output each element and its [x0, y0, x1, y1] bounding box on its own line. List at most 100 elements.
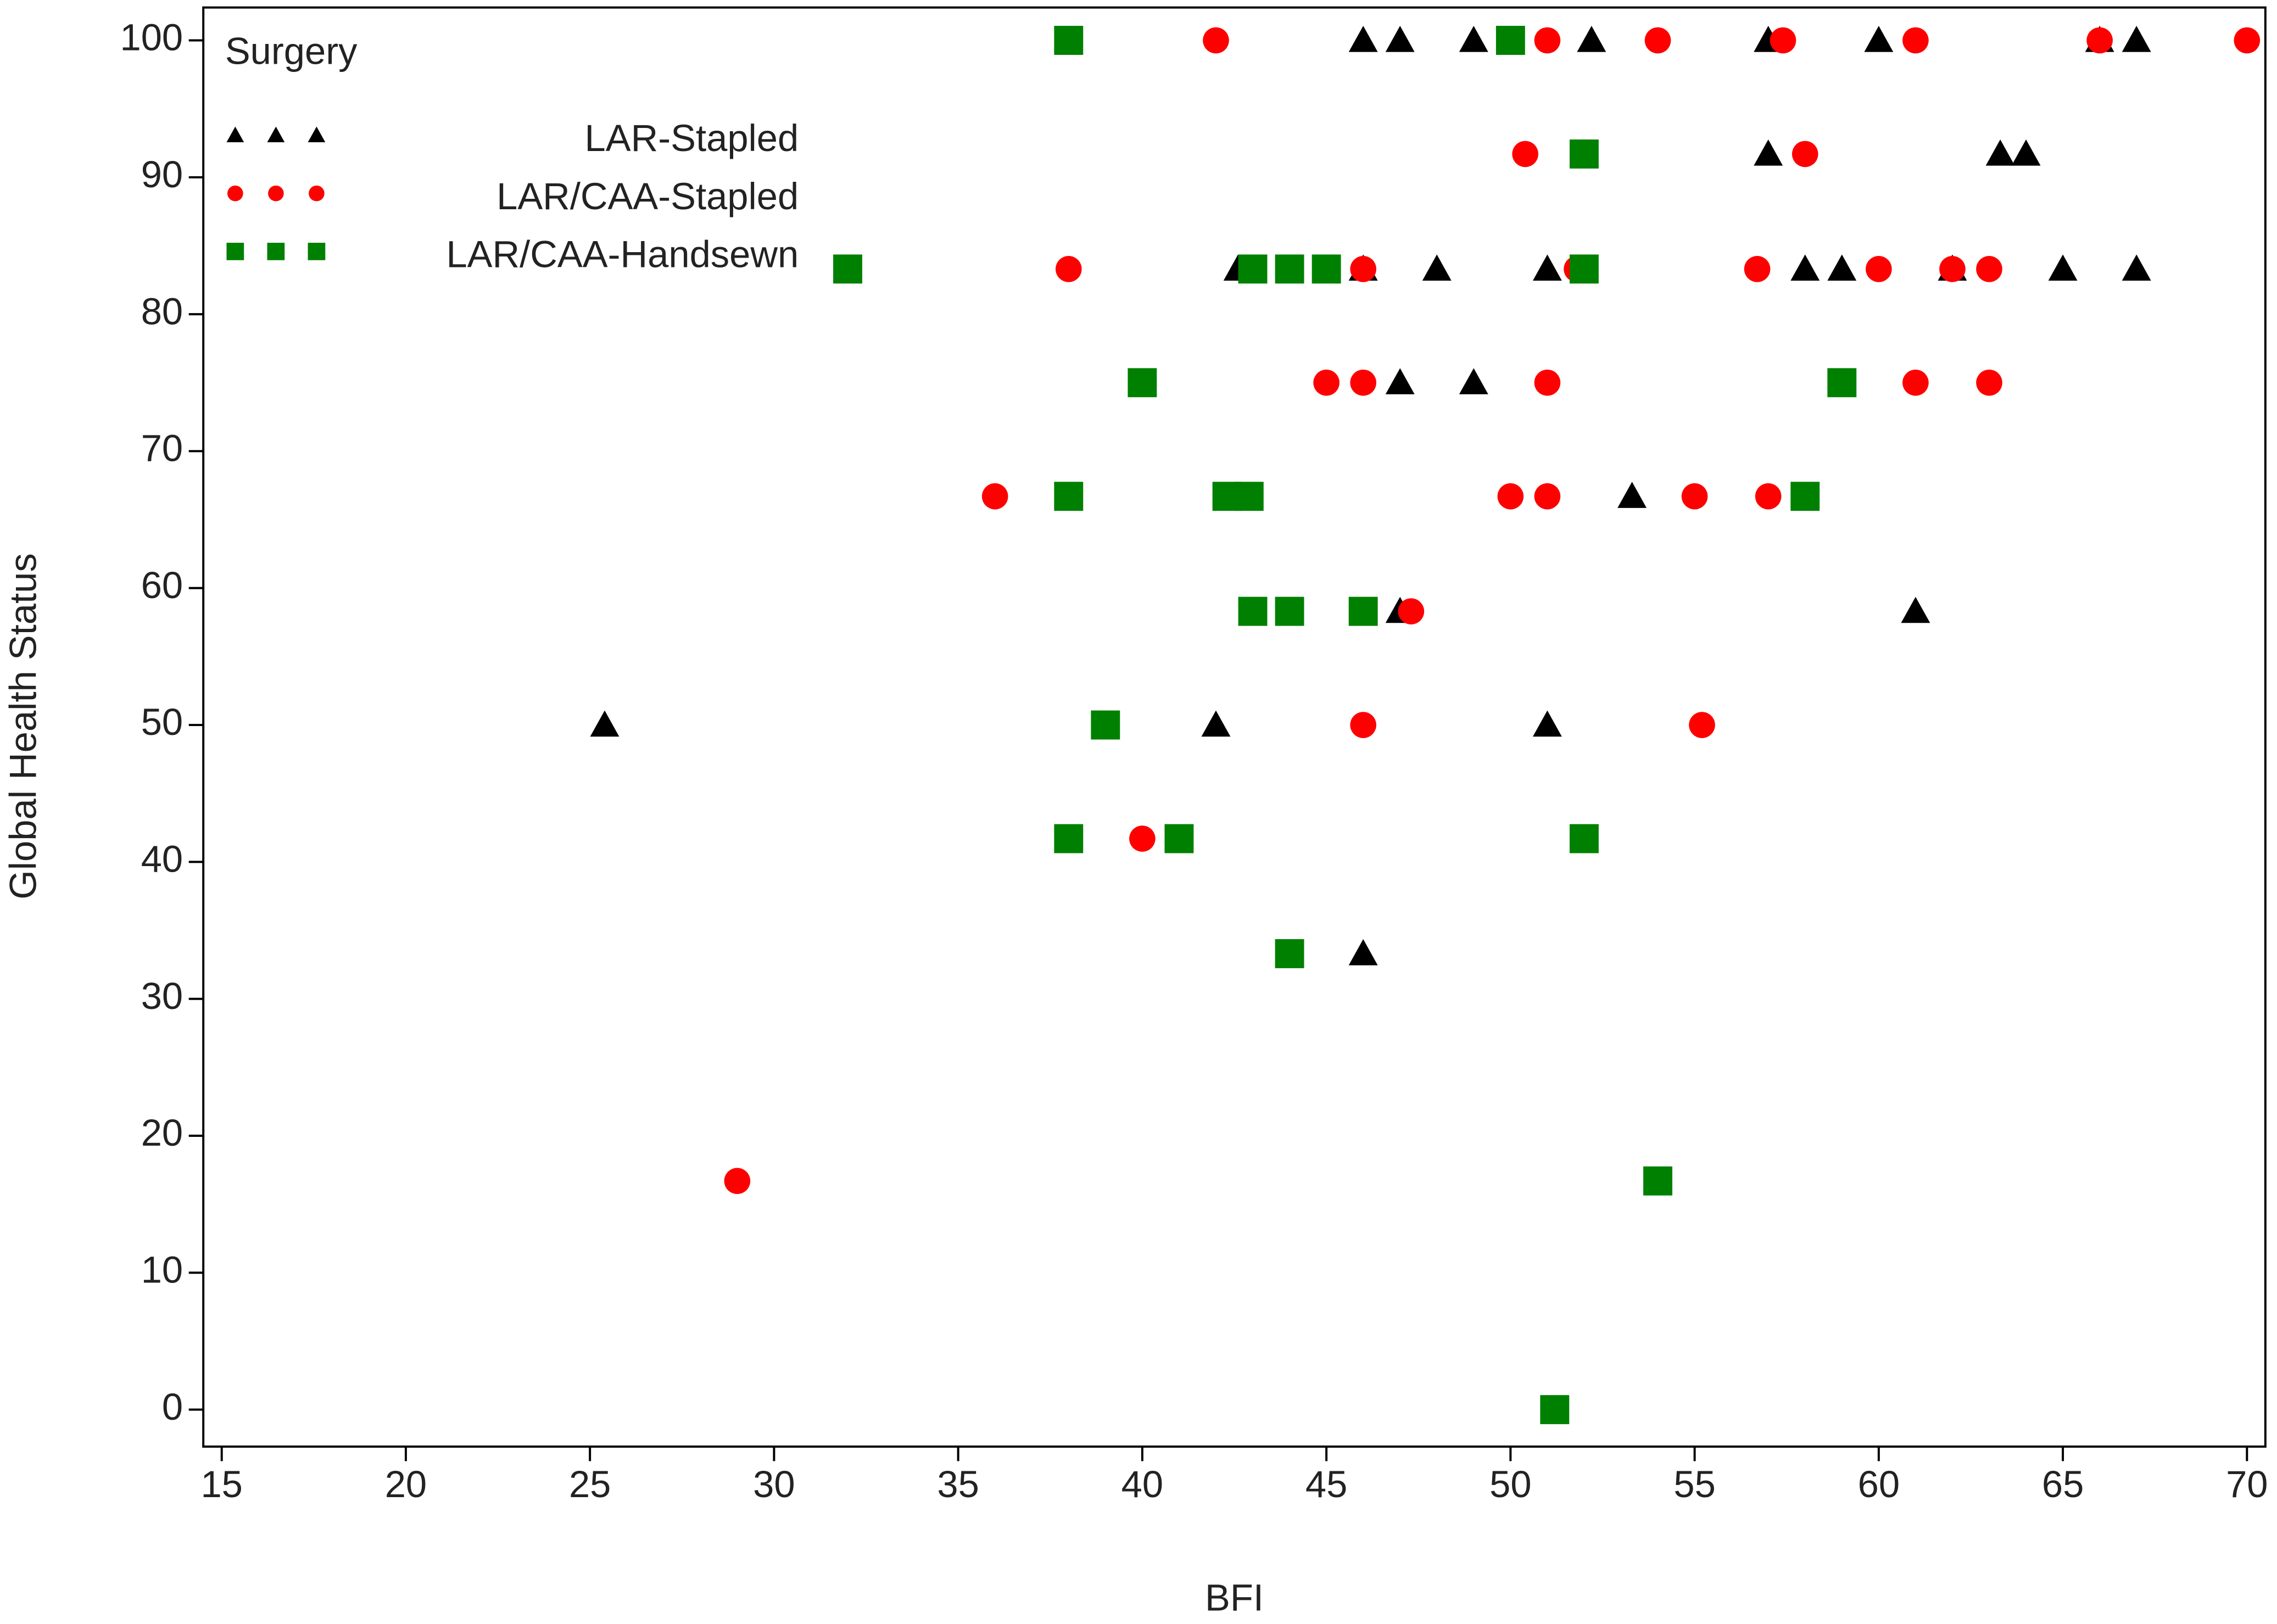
square-marker — [1540, 1395, 1570, 1425]
square-marker — [1570, 824, 1599, 853]
triangle-marker — [1864, 26, 1894, 52]
circle-marker — [1512, 141, 1538, 168]
square-marker — [1091, 710, 1120, 740]
circle-marker — [1056, 256, 1082, 282]
y-tick-label: 100 — [120, 16, 183, 59]
triangle-marker — [2011, 139, 2041, 166]
circle-marker — [1939, 256, 1966, 282]
triangle-marker — [226, 126, 244, 143]
circle-marker — [1866, 256, 1892, 282]
triangle-marker — [1901, 596, 1930, 623]
x-tick-label: 45 — [1305, 1463, 1347, 1505]
y-tick-label: 40 — [141, 838, 183, 880]
circle-marker — [1792, 141, 1818, 168]
triangle-marker — [1577, 26, 1606, 52]
circle-marker — [1770, 27, 1796, 54]
circle-marker — [1398, 598, 1425, 624]
x-tick-label: 65 — [2042, 1463, 2084, 1505]
circle-marker — [1350, 712, 1376, 738]
y-tick-label: 80 — [141, 290, 183, 332]
circle-marker — [268, 185, 284, 202]
y-tick-label: 60 — [141, 564, 183, 606]
triangle-marker — [2048, 254, 2078, 281]
triangle-marker — [1385, 26, 1415, 52]
triangle-marker — [1827, 254, 1857, 281]
square-marker — [226, 243, 244, 260]
square-marker — [267, 243, 285, 260]
y-axis-label: Global Health Status — [2, 553, 44, 899]
square-marker — [1164, 824, 1194, 853]
legend-title: Surgery — [225, 30, 358, 72]
circle-marker — [1681, 483, 1708, 510]
circle-marker — [1902, 369, 1929, 396]
square-marker — [1495, 26, 1525, 55]
square-marker — [833, 254, 862, 284]
x-tick-label: 55 — [1673, 1463, 1715, 1505]
x-tick-label: 50 — [1489, 1463, 1531, 1505]
triangle-marker — [267, 126, 285, 143]
circle-marker — [1689, 712, 1715, 738]
square-marker — [1054, 824, 1084, 853]
circle-marker — [1744, 256, 1771, 282]
legend-label: LAR/CAA-Handsewn — [446, 233, 799, 276]
triangle-marker — [2122, 26, 2151, 52]
circle-marker — [227, 185, 243, 202]
x-axis-label: BFI — [1205, 1576, 1264, 1619]
circle-marker — [981, 483, 1008, 510]
y-tick-label: 90 — [141, 153, 183, 196]
circle-marker — [309, 185, 325, 202]
square-marker — [1643, 1166, 1673, 1196]
square-marker — [1128, 368, 1157, 398]
triangle-marker — [1532, 710, 1562, 737]
square-marker — [1570, 254, 1599, 284]
circle-marker — [1902, 27, 1929, 54]
circle-marker — [1534, 483, 1561, 510]
triangle-marker — [2122, 254, 2151, 281]
square-marker — [1275, 254, 1304, 284]
triangle-marker — [308, 126, 326, 143]
circle-marker — [1350, 369, 1376, 396]
square-marker — [1275, 596, 1304, 626]
square-marker — [1348, 596, 1378, 626]
circle-marker — [1534, 369, 1561, 396]
plot-frame — [202, 6, 2267, 1448]
circle-marker — [1976, 369, 2002, 396]
square-marker — [1238, 596, 1268, 626]
triangle-marker — [1790, 254, 1820, 281]
y-tick-label: 10 — [141, 1249, 183, 1291]
circle-marker — [2086, 27, 2113, 54]
square-marker — [1054, 26, 1084, 55]
circle-marker — [1350, 256, 1376, 282]
circle-marker — [1644, 27, 1671, 54]
triangle-marker — [590, 710, 620, 737]
circle-marker — [1755, 483, 1782, 510]
circle-marker — [1313, 369, 1340, 396]
x-tick-label: 70 — [2226, 1463, 2268, 1505]
triangle-marker — [1201, 710, 1231, 737]
x-tick-label: 40 — [1121, 1463, 1163, 1505]
square-marker — [1054, 482, 1084, 511]
x-tick-label: 30 — [753, 1463, 795, 1505]
y-tick-label: 30 — [141, 975, 183, 1017]
legend-label: LAR-Stapled — [585, 117, 799, 159]
square-marker — [1790, 482, 1820, 511]
x-tick-label: 25 — [569, 1463, 611, 1505]
square-marker — [1311, 254, 1341, 284]
circle-marker — [1976, 256, 2002, 282]
square-marker — [308, 243, 326, 260]
triangle-marker — [1348, 939, 1378, 966]
y-tick-label: 0 — [162, 1386, 183, 1428]
square-marker — [1234, 482, 1264, 511]
triangle-marker — [1532, 254, 1562, 281]
square-marker — [1827, 368, 1857, 398]
y-tick-label: 50 — [141, 701, 183, 743]
legend-label: LAR/CAA-Stapled — [496, 175, 799, 217]
circle-marker — [1129, 825, 1156, 852]
circle-marker — [1497, 483, 1524, 510]
triangle-marker — [1348, 26, 1378, 52]
circle-marker — [1534, 27, 1561, 54]
triangle-marker — [1617, 482, 1647, 508]
y-tick-label: 20 — [141, 1112, 183, 1154]
